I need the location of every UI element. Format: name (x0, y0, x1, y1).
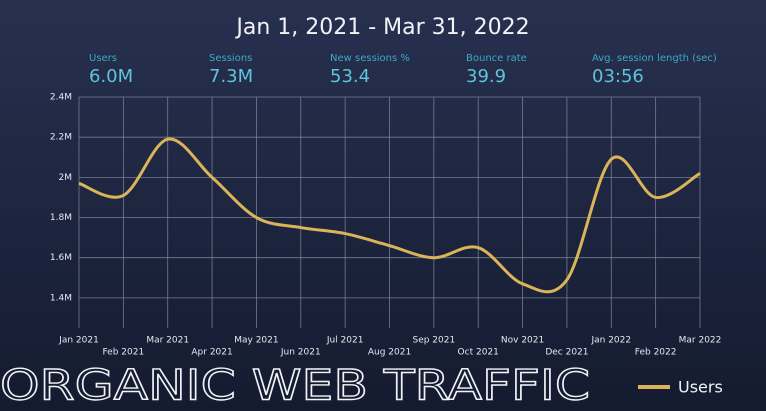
x-tick-label: Feb 2022 (635, 348, 677, 358)
legend-label: Users (678, 378, 723, 397)
kpi-value: 03:56 (592, 66, 644, 87)
x-tick-label: Mar 2022 (679, 336, 722, 346)
x-tick-label: Jun 2021 (280, 348, 321, 358)
kpi-label: Bounce rate (466, 53, 527, 64)
series-line (78, 137, 701, 294)
x-tick-label: Aug 2021 (368, 348, 411, 358)
x-tick-label: Dec 2021 (545, 348, 588, 358)
x-tick-label: Jul 2021 (326, 336, 364, 346)
x-tick-label: May 2021 (234, 336, 278, 346)
title: Jan 1, 2021 - Mar 31, 2022 (234, 15, 529, 40)
kpi-label: Users (89, 53, 117, 64)
kpi-label: Sessions (209, 53, 252, 64)
kpi-value: 7.3M (209, 66, 253, 87)
kpi-value: 6.0M (89, 66, 133, 87)
y-tick-label: 2.2M (50, 133, 72, 143)
x-tick-label: Oct 2021 (458, 348, 499, 358)
kpi-label: New sessions % (330, 53, 410, 64)
y-tick-label: 1.4M (50, 293, 72, 303)
kpi-label: Avg. session length (sec) (592, 53, 717, 64)
x-tick-label: Feb 2021 (103, 348, 145, 358)
x-tick-label: Mar 2021 (146, 336, 189, 346)
kpi-value: 53.4 (330, 66, 370, 87)
x-tick-label: Apr 2021 (191, 348, 232, 358)
y-tick-label: 1.6M (50, 253, 72, 263)
x-tick-label: Nov 2021 (501, 336, 544, 346)
x-tick-label: Jan 2021 (58, 336, 99, 346)
footer-title: ORGANIC WEB TRAFFIC (0, 361, 590, 410)
y-tick-label: 2.4M (50, 93, 72, 103)
x-tick-label: Sep 2021 (412, 336, 455, 346)
kpi-value: 39.9 (466, 66, 506, 87)
x-tick-label: Jan 2022 (590, 336, 631, 346)
y-tick-label: 2M (59, 173, 73, 183)
y-tick-label: 1.8M (50, 213, 72, 223)
